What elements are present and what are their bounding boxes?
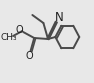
- Text: O: O: [26, 51, 33, 61]
- Text: O: O: [16, 25, 23, 35]
- Text: CH₃: CH₃: [0, 33, 17, 42]
- Text: N: N: [55, 11, 63, 23]
